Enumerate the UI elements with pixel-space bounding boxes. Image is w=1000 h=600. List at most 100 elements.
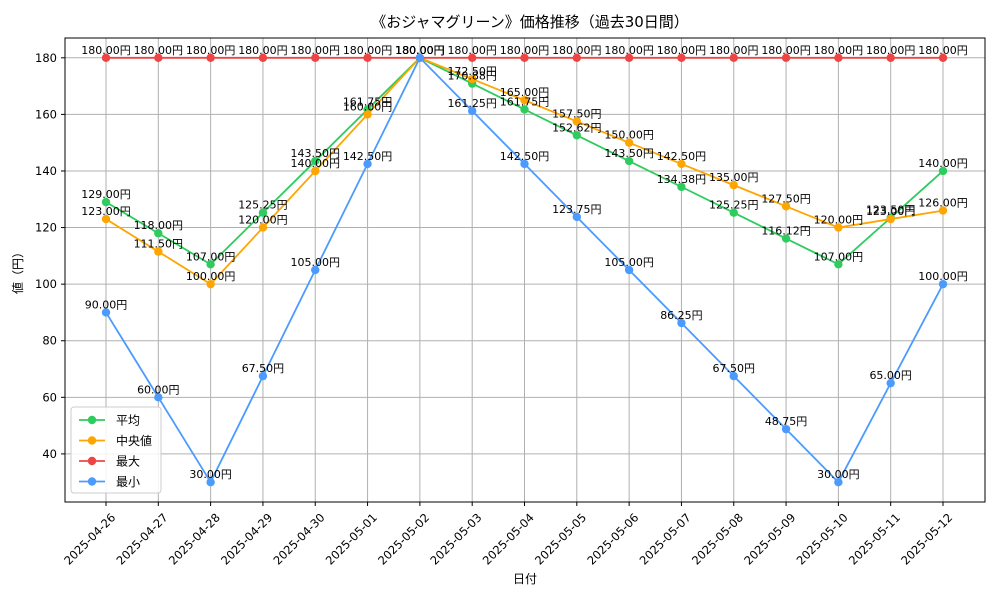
data-point	[781, 53, 791, 63]
data-point	[101, 308, 111, 317]
data-label: 161.25円	[447, 97, 497, 110]
data-label: 180.00円	[709, 44, 759, 57]
data-point	[258, 208, 268, 217]
data-label: 180.00円	[395, 44, 445, 57]
data-label: 170.88円	[447, 70, 497, 83]
data-label: 142.50円	[500, 150, 550, 163]
data-label: 140.00円	[918, 157, 968, 170]
x-tick-label: 2025-04-28	[166, 510, 223, 567]
legend-label: 中央値	[116, 433, 152, 448]
data-label: 100.00円	[186, 270, 236, 283]
data-point	[677, 53, 686, 63]
data-point	[677, 159, 686, 169]
x-tick-label: 2025-05-05	[532, 510, 589, 567]
data-label: 180.00円	[918, 44, 968, 57]
y-tick-label: 120	[35, 221, 57, 235]
data-label: 180.00円	[238, 44, 288, 57]
data-point	[834, 53, 843, 63]
data-label: 86.25円	[660, 309, 703, 322]
data-label: 161.75円	[500, 95, 550, 108]
data-point	[572, 131, 582, 140]
data-point	[363, 53, 372, 63]
data-label: 60.00円	[137, 383, 180, 396]
data-point	[101, 53, 111, 63]
data-label: 48.75円	[765, 415, 808, 428]
legend-label: 最小	[116, 475, 140, 489]
x-tick-label: 2025-05-11	[846, 510, 903, 567]
data-point	[729, 208, 738, 217]
data-point	[886, 53, 895, 63]
data-point	[781, 234, 791, 243]
x-tick-label: 2025-05-06	[584, 510, 641, 567]
x-tick-label: 2025-05-03	[427, 510, 484, 567]
legend-swatch-marker	[87, 415, 97, 425]
data-point	[834, 477, 843, 487]
data-point	[572, 212, 582, 222]
data-label: 127.50円	[761, 192, 811, 205]
data-label: 120.00円	[238, 214, 288, 227]
data-point	[520, 53, 529, 63]
legend-swatch-marker	[87, 477, 97, 486]
data-point	[938, 166, 948, 176]
data-point	[154, 53, 163, 63]
data-point	[834, 223, 843, 232]
data-point	[729, 371, 738, 381]
x-tick-label: 2025-05-08	[689, 510, 746, 567]
data-point	[363, 159, 372, 169]
data-point	[624, 156, 634, 166]
data-label: 142.50円	[657, 150, 707, 163]
data-point	[729, 53, 738, 63]
y-tick-label: 60	[42, 390, 57, 404]
data-point	[624, 53, 634, 63]
data-label: 157.50円	[552, 107, 602, 120]
data-point	[834, 260, 843, 269]
data-label: 116.12円	[761, 225, 811, 238]
data-label: 172.50円	[447, 65, 497, 78]
data-label: 152.62円	[552, 121, 602, 134]
legend-label: 平均	[116, 414, 140, 428]
axes: 2025-04-262025-04-272025-04-282025-04-29…	[35, 51, 955, 568]
data-label: 180.00円	[500, 44, 550, 57]
data-label: 100.00円	[918, 270, 968, 283]
data-label: 125.25円	[709, 199, 759, 212]
data-point	[624, 138, 634, 147]
data-point	[154, 393, 163, 402]
data-point	[572, 53, 582, 63]
data-labels: 129.00円 118.00円 107.00円 125.25円 143.50円 161.7…	[81, 44, 968, 481]
data-label: 180.00円	[134, 44, 184, 57]
data-label: 134.38円	[657, 173, 707, 186]
data-point	[258, 53, 268, 63]
data-point	[101, 197, 111, 207]
data-point	[311, 156, 320, 166]
data-label: 180.00円	[657, 44, 707, 57]
data-label: 135.00円	[709, 171, 759, 184]
data-label: 123.75円	[552, 203, 602, 216]
data-label: 105.00円	[291, 256, 341, 269]
data-label: 180.00円	[395, 44, 445, 57]
data-point	[520, 96, 529, 105]
legend-swatch-marker	[87, 456, 97, 466]
data-label: 161.75円	[343, 95, 393, 108]
data-point	[938, 279, 948, 289]
data-label: 165.00円	[500, 86, 550, 99]
data-point	[311, 53, 320, 63]
data-point	[886, 378, 895, 388]
chart-title: 《おジャマグリーン》価格推移（過去30日間）	[371, 13, 689, 31]
x-tick-label: 2025-05-07	[637, 510, 694, 567]
data-point	[415, 53, 425, 63]
data-label: 105.00円	[604, 256, 654, 269]
data-point	[781, 202, 791, 211]
y-tick-label: 80	[42, 334, 57, 348]
data-point	[258, 371, 268, 381]
x-axis-label: 日付	[513, 572, 537, 586]
legend-box	[70, 406, 162, 494]
data-point	[206, 260, 215, 269]
data-label: 125.25円	[238, 199, 288, 212]
legend-swatch-marker	[87, 436, 97, 445]
x-tick-label: 2025-04-26	[61, 510, 118, 567]
x-tick-label: 2025-04-29	[218, 510, 275, 567]
data-label: 123.00円	[81, 205, 131, 218]
